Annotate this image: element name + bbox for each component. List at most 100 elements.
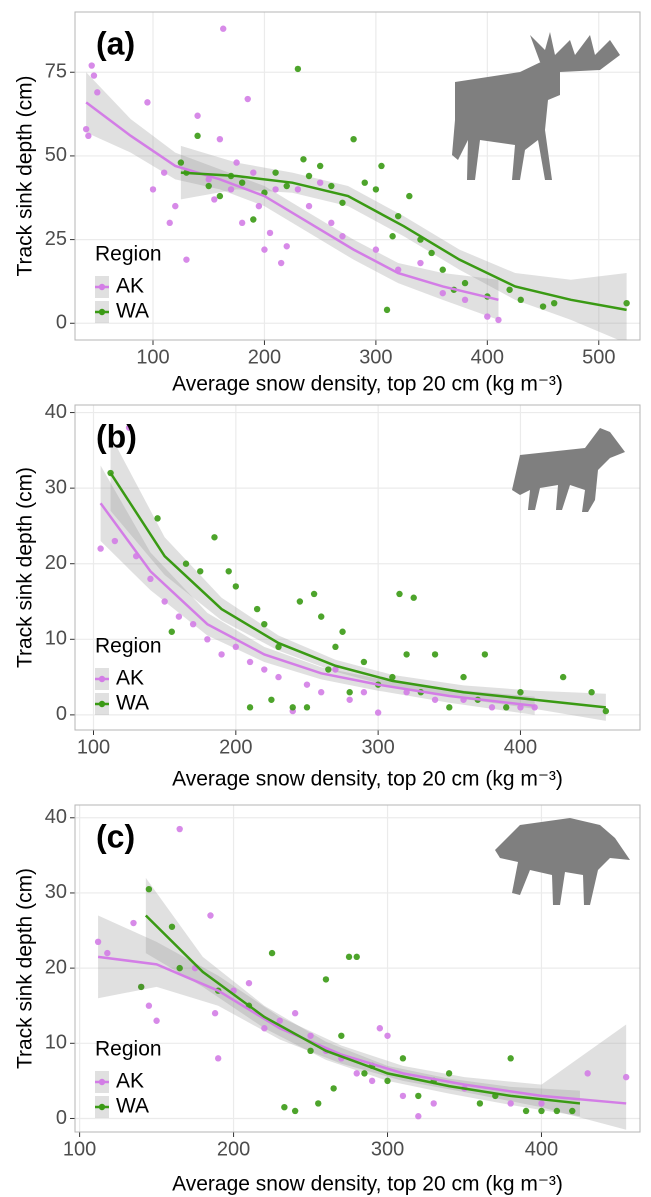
data-point (194, 112, 201, 119)
y-axis-label: Track sink depth (cm) (14, 868, 37, 1069)
coyote-silhouette (512, 428, 625, 512)
data-point (461, 296, 469, 304)
x-tick-label: 300 (371, 1138, 404, 1160)
y-tick-label: 25 (45, 228, 67, 250)
x-tick-label: 200 (219, 736, 252, 758)
data-point (522, 1107, 530, 1115)
y-tick-label: 0 (56, 703, 67, 725)
data-point (275, 673, 282, 681)
data-point (350, 135, 357, 143)
data-point (361, 1070, 368, 1077)
fit-line (85, 101, 499, 302)
legend-label: WA (116, 692, 149, 715)
x-tick-label: 400 (504, 736, 537, 758)
data-point (353, 953, 360, 961)
y-tick-label: 20 (45, 552, 67, 574)
data-point (461, 279, 469, 287)
data-point (328, 219, 335, 227)
panel-label: (b) (96, 418, 137, 454)
data-point (291, 1010, 299, 1017)
y-tick-label: 50 (45, 144, 67, 166)
data-point (261, 666, 268, 673)
data-point (294, 186, 302, 193)
data-point (439, 289, 446, 297)
data-point (303, 681, 311, 688)
data-point (227, 186, 235, 193)
plot-content (82, 25, 630, 340)
legend-dot (98, 675, 106, 683)
moose-silhouette (452, 32, 620, 180)
data-point (253, 605, 261, 613)
data-point (218, 651, 225, 658)
data-point (289, 704, 296, 711)
data-point (232, 643, 240, 651)
data-point (332, 643, 339, 651)
data-point (255, 202, 263, 210)
data-point (415, 1092, 422, 1100)
data-point (361, 179, 368, 186)
data-point (622, 1073, 630, 1081)
wolf-silhouette (495, 818, 630, 905)
plot-content (94, 825, 630, 1130)
data-point (144, 99, 151, 106)
y-axis-label: Track sink depth (cm) (14, 467, 37, 668)
data-point (238, 219, 246, 227)
data-point (446, 704, 453, 711)
data-point (378, 162, 385, 170)
data-point (220, 25, 227, 32)
data-point (85, 132, 92, 140)
data-point (559, 673, 567, 681)
data-point (318, 689, 325, 696)
data-point (111, 537, 119, 545)
data-point (246, 704, 254, 711)
data-point (275, 643, 282, 651)
x-axis-label: Average snow density, top 20 cm (kg m⁻³) (172, 768, 563, 791)
data-point (396, 590, 403, 598)
data-point (94, 89, 101, 96)
data-point (346, 696, 353, 703)
data-point (238, 179, 246, 186)
data-point (207, 912, 214, 919)
legend-dot (98, 700, 106, 708)
data-point (316, 179, 324, 186)
data-point (250, 216, 257, 223)
data-point (415, 1113, 422, 1120)
data-point (261, 620, 268, 628)
y-tick-label: 10 (45, 628, 67, 650)
fit-line (109, 472, 606, 709)
data-point (399, 1092, 407, 1100)
y-axis-label: Track sink depth (cm) (14, 75, 37, 276)
data-point (172, 202, 179, 210)
data-point (623, 299, 630, 307)
data-point (330, 1085, 337, 1092)
data-point (569, 1107, 576, 1115)
y-tick-label: 0 (56, 312, 67, 334)
data-point (389, 233, 396, 240)
legend-dot (98, 1078, 106, 1086)
data-point (197, 568, 204, 575)
data-point (183, 256, 190, 263)
y-tick-label: 75 (45, 61, 67, 83)
data-point (481, 651, 489, 658)
data-point (291, 1107, 299, 1115)
x-tick-label: 300 (359, 346, 392, 368)
data-point (130, 919, 137, 927)
data-point (539, 303, 547, 310)
data-point (216, 192, 224, 200)
data-point (82, 125, 90, 133)
silhouettes (452, 32, 630, 905)
data-point (166, 219, 173, 227)
legend-dot (98, 283, 106, 291)
y-tick-label: 20 (45, 956, 67, 978)
data-point (346, 689, 353, 696)
data-point (476, 1100, 484, 1107)
data-point (204, 636, 211, 643)
data-point (553, 1107, 561, 1115)
data-point (300, 156, 307, 163)
data-point (305, 202, 313, 210)
confidence-band (110, 435, 606, 721)
data-point (232, 583, 240, 590)
legend-dot (98, 308, 106, 316)
data-point (517, 704, 524, 711)
